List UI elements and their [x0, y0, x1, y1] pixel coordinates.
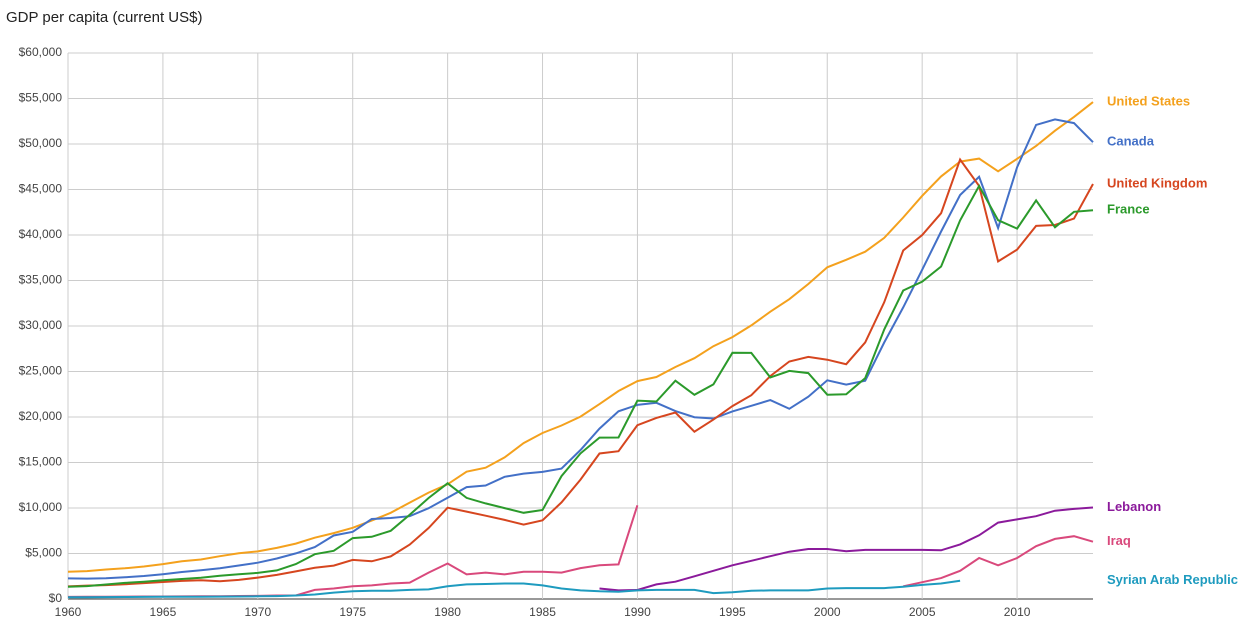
y-tick-label: $5,000 [25, 546, 62, 560]
x-tick-label: 1980 [434, 605, 461, 619]
x-tick-label: 2000 [814, 605, 841, 619]
x-tick-label: 1990 [624, 605, 651, 619]
x-tick-label: 1995 [719, 605, 746, 619]
series-line [67, 579, 961, 599]
legend-label: France [1107, 202, 1150, 217]
x-tick-label: 2005 [909, 605, 936, 619]
legend-label: Iraq [1107, 533, 1131, 548]
series-line [67, 118, 1094, 580]
y-tick-label: $45,000 [19, 182, 63, 196]
series-line [67, 101, 1094, 573]
y-tick-label: $20,000 [19, 409, 63, 423]
x-tick-label: 1960 [55, 605, 82, 619]
y-tick-label: $25,000 [19, 364, 63, 378]
y-tick-label: $55,000 [19, 91, 63, 105]
y-tick-label: $60,000 [19, 45, 63, 59]
x-tick-label: 1970 [244, 605, 271, 619]
y-tick-label: $35,000 [19, 273, 63, 287]
legend-label: United States [1107, 94, 1190, 109]
series-line [67, 183, 1094, 588]
y-tick-label: $50,000 [19, 136, 63, 150]
y-tick-label: $15,000 [19, 455, 63, 469]
x-tick-label: 2010 [1004, 605, 1031, 619]
y-tick-label: $40,000 [19, 227, 63, 241]
legend-label: Canada [1107, 134, 1155, 149]
legend-label: Lebanon [1107, 499, 1161, 514]
chart-title: GDP per capita (current US$) [6, 9, 202, 26]
x-tick-label: 1965 [150, 605, 177, 619]
y-tick-label: $30,000 [19, 318, 63, 332]
y-tick-label: $0 [49, 591, 63, 605]
y-tick-label: $10,000 [19, 500, 63, 514]
x-tick-label: 1975 [339, 605, 366, 619]
legend-label: United Kingdom [1107, 175, 1207, 190]
series-line [67, 157, 1094, 588]
x-tick-label: 1985 [529, 605, 556, 619]
series-line [599, 506, 1094, 592]
legend-label: Syrian Arab Republic [1107, 572, 1238, 587]
